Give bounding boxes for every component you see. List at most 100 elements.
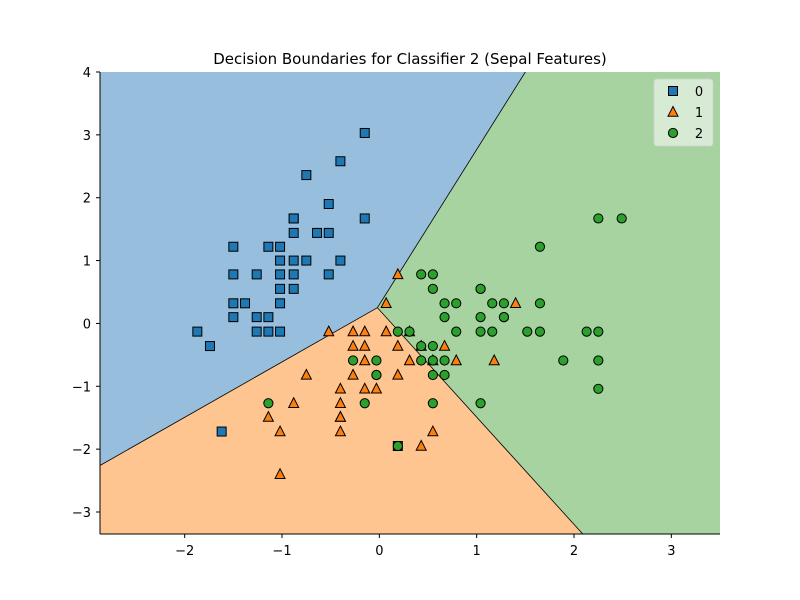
y-tick-label: −3 bbox=[72, 506, 91, 521]
point-class-0 bbox=[301, 170, 312, 181]
point-class-0 bbox=[275, 255, 286, 266]
x-tick-label: 3 bbox=[667, 544, 675, 559]
point-class-2 bbox=[534, 326, 546, 337]
point-class-2 bbox=[593, 326, 604, 337]
x-tick-label: 2 bbox=[570, 544, 578, 559]
point-class-2 bbox=[427, 369, 438, 381]
point-class-2 bbox=[498, 298, 510, 309]
point-class-0 bbox=[204, 341, 215, 352]
point-class-0 bbox=[228, 241, 239, 252]
point-class-1 bbox=[358, 353, 371, 366]
x-tick-label: 0 bbox=[375, 544, 383, 559]
point-class-1 bbox=[450, 353, 463, 366]
point-class-2 bbox=[427, 398, 438, 409]
point-class-2 bbox=[371, 355, 382, 366]
point-class-0 bbox=[263, 241, 274, 252]
legend-marker-2 bbox=[667, 127, 679, 139]
point-class-1 bbox=[488, 353, 501, 366]
point-class-1 bbox=[403, 353, 416, 366]
point-class-2 bbox=[392, 440, 403, 452]
point-class-1 bbox=[334, 410, 347, 422]
point-class-2 bbox=[347, 355, 359, 366]
legend: 0 1 2 bbox=[653, 78, 714, 147]
point-class-2 bbox=[427, 269, 438, 280]
point-class-2 bbox=[427, 283, 438, 294]
point-class-0 bbox=[323, 269, 334, 280]
point-class-2 bbox=[404, 326, 415, 337]
region-class-2 bbox=[377, 72, 720, 534]
point-class-0 bbox=[288, 213, 299, 224]
point-class-1 bbox=[334, 424, 347, 437]
point-class-0 bbox=[275, 283, 286, 294]
y-axis: −3 −2 −1 0 1 2 3 4 bbox=[72, 66, 101, 534]
point-class-0 bbox=[240, 298, 251, 309]
point-class-0 bbox=[275, 269, 286, 280]
x-tick-label: −2 bbox=[175, 544, 194, 559]
point-class-2 bbox=[593, 383, 604, 394]
y-tick-label: 2 bbox=[83, 192, 91, 207]
point-class-1 bbox=[334, 396, 347, 408]
point-class-1 bbox=[274, 467, 286, 479]
point-class-2 bbox=[439, 298, 450, 309]
point-class-2 bbox=[534, 298, 546, 309]
point-class-2 bbox=[593, 355, 604, 366]
point-class-0 bbox=[228, 298, 239, 309]
point-class-2 bbox=[581, 326, 592, 337]
point-class-2 bbox=[522, 326, 533, 337]
legend-box bbox=[653, 78, 714, 147]
point-class-1 bbox=[287, 396, 300, 408]
point-class-1 bbox=[347, 339, 359, 351]
point-class-0 bbox=[335, 255, 346, 266]
boundary-line bbox=[377, 72, 526, 308]
legend-label-0: 0 bbox=[695, 85, 703, 100]
point-class-2 bbox=[487, 326, 498, 337]
point-class-0 bbox=[263, 326, 274, 337]
point-class-2 bbox=[439, 355, 450, 366]
point-class-2 bbox=[416, 269, 427, 280]
point-class-2 bbox=[475, 326, 486, 337]
point-class-2 bbox=[475, 312, 486, 323]
point-class-0 bbox=[359, 127, 370, 138]
legend-label-2: 2 bbox=[695, 127, 703, 142]
y-tick-label: −1 bbox=[72, 380, 91, 395]
point-class-1 bbox=[274, 424, 286, 437]
point-class-2 bbox=[371, 369, 382, 381]
y-tick-label: −2 bbox=[72, 443, 91, 458]
point-class-0 bbox=[312, 227, 323, 238]
point-class-2 bbox=[427, 340, 438, 352]
decision-regions bbox=[100, 72, 720, 534]
point-class-1 bbox=[347, 325, 359, 337]
point-class-2 bbox=[475, 283, 486, 294]
legend-marker-0 bbox=[668, 86, 678, 96]
y-tick-label: 0 bbox=[83, 317, 91, 332]
point-class-1 bbox=[509, 296, 522, 309]
point-class-2 bbox=[475, 398, 486, 409]
point-class-1 bbox=[438, 339, 451, 351]
point-class-2 bbox=[451, 298, 462, 309]
point-class-1 bbox=[427, 424, 439, 437]
point-class-2 bbox=[263, 398, 274, 409]
point-class-0 bbox=[288, 227, 299, 238]
y-tick-label: 4 bbox=[83, 66, 91, 81]
y-tick-label: 3 bbox=[83, 129, 91, 144]
point-class-0 bbox=[192, 326, 203, 337]
point-class-0 bbox=[288, 255, 299, 266]
point-class-0 bbox=[359, 213, 370, 224]
x-tick-label: −1 bbox=[272, 544, 291, 559]
point-class-2 bbox=[558, 355, 569, 366]
point-class-2 bbox=[439, 369, 450, 381]
point-class-1 bbox=[322, 325, 335, 337]
point-class-2 bbox=[439, 312, 450, 323]
point-class-2 bbox=[451, 326, 462, 337]
point-class-1 bbox=[392, 368, 404, 380]
point-class-2 bbox=[427, 355, 438, 366]
point-class-1 bbox=[415, 439, 428, 451]
point-class-1 bbox=[334, 382, 347, 394]
point-class-2 bbox=[616, 213, 627, 224]
point-class-1 bbox=[347, 368, 359, 380]
point-class-0 bbox=[323, 227, 334, 238]
point-class-1 bbox=[392, 267, 404, 280]
point-class-2 bbox=[416, 340, 427, 352]
point-class-0 bbox=[323, 199, 334, 209]
point-class-2 bbox=[593, 213, 604, 224]
